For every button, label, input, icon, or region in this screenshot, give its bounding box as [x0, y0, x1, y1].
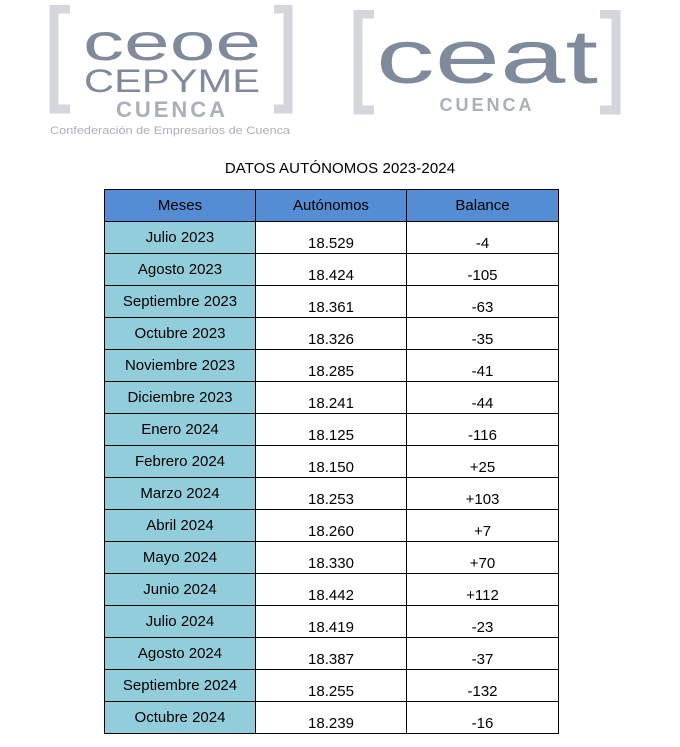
header-balance: Balance — [406, 189, 559, 222]
balance-cell: +25 — [406, 445, 559, 478]
header-meses: Meses — [104, 189, 256, 222]
month-cell: Julio 2023 — [104, 221, 256, 254]
month-cell: Enero 2024 — [104, 413, 256, 446]
autonomos-cell: 18.255 — [255, 669, 407, 702]
month-cell: Junio 2024 — [104, 573, 256, 606]
table-row: Julio 2023 18.529 -4 — [104, 221, 559, 254]
month-cell: Septiembre 2023 — [104, 285, 256, 318]
ceoe-logo-line2: CEPYME — [84, 63, 260, 99]
autonomos-cell: 18.330 — [255, 541, 407, 574]
month-cell: Julio 2024 — [104, 605, 256, 638]
balance-cell: -35 — [406, 317, 559, 350]
ceat-logo: ceat CUENCA — [353, 10, 621, 115]
header-autonomos: Autónomos — [255, 189, 407, 222]
balance-cell: -116 — [406, 413, 559, 446]
ceoe-logo-tagline: Confederación de Empresarios de Cuenca — [50, 125, 291, 137]
page-title: DATOS AUTÓNOMOS 2023-2024 — [224, 160, 456, 177]
autonomos-cell: 18.239 — [255, 701, 407, 734]
ceoe-logo-line1: ceoe — [83, 14, 261, 72]
table-row: Marzo 2024 18.253 +103 — [104, 477, 559, 510]
balance-cell: -44 — [406, 381, 559, 414]
balance-cell: -41 — [406, 349, 559, 382]
month-cell: Agosto 2024 — [104, 637, 256, 670]
balance-cell: +7 — [406, 509, 559, 542]
table-row: Octubre 2024 18.239 -16 — [104, 701, 559, 734]
month-cell: Abril 2024 — [104, 509, 256, 542]
table-row: Enero 2024 18.125 -116 — [104, 413, 559, 446]
ceat-logo-line2: CUENCA — [439, 95, 534, 115]
autonomos-cell: 18.150 — [255, 445, 407, 478]
balance-cell: -105 — [406, 253, 559, 286]
balance-cell: -132 — [406, 669, 559, 702]
table-row: Julio 2024 18.419 -23 — [104, 605, 559, 638]
table-row: Mayo 2024 18.330 +70 — [104, 541, 559, 574]
table-header-row: Meses Autónomos Balance — [104, 189, 559, 222]
balance-cell: -4 — [406, 221, 559, 254]
table-row: Octubre 2023 18.326 -35 — [104, 317, 559, 350]
month-cell: Marzo 2024 — [104, 477, 256, 510]
table-row: Junio 2024 18.442 +112 — [104, 573, 559, 606]
balance-cell: -37 — [406, 637, 559, 670]
autonomos-cell: 18.419 — [255, 605, 407, 638]
balance-cell: +70 — [406, 541, 559, 574]
autonomos-cell: 18.326 — [255, 317, 407, 350]
autonomos-cell: 18.260 — [255, 509, 407, 542]
month-cell: Octubre 2023 — [104, 317, 256, 350]
autonomos-table: Meses Autónomos Balance Julio 2023 18.52… — [104, 189, 559, 734]
table-row: Agosto 2023 18.424 -105 — [104, 253, 559, 286]
table-row: Agosto 2024 18.387 -37 — [104, 637, 559, 670]
table-row: Abril 2024 18.260 +7 — [104, 509, 559, 542]
table-row: Septiembre 2023 18.361 -63 — [104, 285, 559, 318]
table-row: Febrero 2024 18.150 +25 — [104, 445, 559, 478]
ceoe-logo-line3: CUENCA — [116, 97, 228, 122]
month-cell: Mayo 2024 — [104, 541, 256, 574]
autonomos-cell: 18.285 — [255, 349, 407, 382]
autonomos-cell: 18.125 — [255, 413, 407, 446]
table-row: Septiembre 2024 18.255 -132 — [104, 669, 559, 702]
ceoe-cepyme-logo: ceoe CEPYME CUENCA Confederación de Empr… — [49, 5, 293, 137]
month-cell: Octubre 2024 — [104, 701, 256, 734]
autonomos-cell: 18.241 — [255, 381, 407, 414]
balance-cell: -16 — [406, 701, 559, 734]
autonomos-cell: 18.529 — [255, 221, 407, 254]
balance-cell: +103 — [406, 477, 559, 510]
month-cell: Septiembre 2024 — [104, 669, 256, 702]
autonomos-cell: 18.253 — [255, 477, 407, 510]
month-cell: Agosto 2023 — [104, 253, 256, 286]
table-row: Diciembre 2023 18.241 -44 — [104, 381, 559, 414]
autonomos-cell: 18.424 — [255, 253, 407, 286]
balance-cell: +112 — [406, 573, 559, 606]
balance-cell: -63 — [406, 285, 559, 318]
month-cell: Febrero 2024 — [104, 445, 256, 478]
ceat-logo-line1: ceat — [376, 15, 598, 100]
month-cell: Noviembre 2023 — [104, 349, 256, 382]
balance-cell: -23 — [406, 605, 559, 638]
autonomos-cell: 18.361 — [255, 285, 407, 318]
autonomos-cell: 18.387 — [255, 637, 407, 670]
table-row: Noviembre 2023 18.285 -41 — [104, 349, 559, 382]
month-cell: Diciembre 2023 — [104, 381, 256, 414]
autonomos-cell: 18.442 — [255, 573, 407, 606]
